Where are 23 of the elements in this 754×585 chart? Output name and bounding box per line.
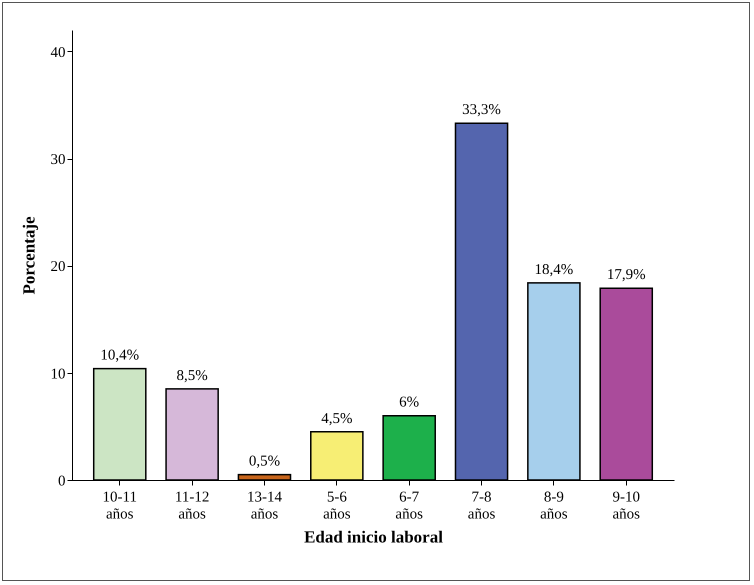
x-tick-label: 6-7 años — [395, 490, 424, 522]
y-tick-label: 40 — [50, 44, 66, 61]
data-label: 18,4% — [534, 262, 574, 278]
x-tick-label: 7-8 años — [468, 490, 496, 522]
y-axis-title: Porcentaje — [20, 216, 38, 295]
y-tick-label: 20 — [50, 259, 66, 276]
data-label: 0,5% — [248, 454, 280, 470]
y-tick-label: 0 — [58, 474, 66, 490]
y-tick-label: 10 — [50, 366, 66, 382]
data-label: 6% — [399, 394, 420, 411]
y-tick-label: 30 — [50, 152, 66, 168]
x-tick-label: 8-9 años — [540, 490, 568, 522]
data-label: 4,5% — [321, 410, 352, 427]
data-label: 8,5% — [176, 368, 208, 384]
x-tick-label: 11-12 años — [174, 490, 210, 522]
data-label: 33,3% — [462, 102, 501, 118]
x-tick-label: 9-10 años — [612, 490, 640, 522]
x-tick-label: 5-6 años — [323, 490, 351, 522]
data-label: 10,4% — [100, 348, 140, 364]
x-tick-label: 13-14 años — [246, 490, 282, 522]
data-label: 17,9% — [606, 267, 646, 284]
x-axis-title: Edad inicio laboral — [304, 528, 444, 546]
x-tick-label: 10-11 años — [102, 490, 137, 522]
